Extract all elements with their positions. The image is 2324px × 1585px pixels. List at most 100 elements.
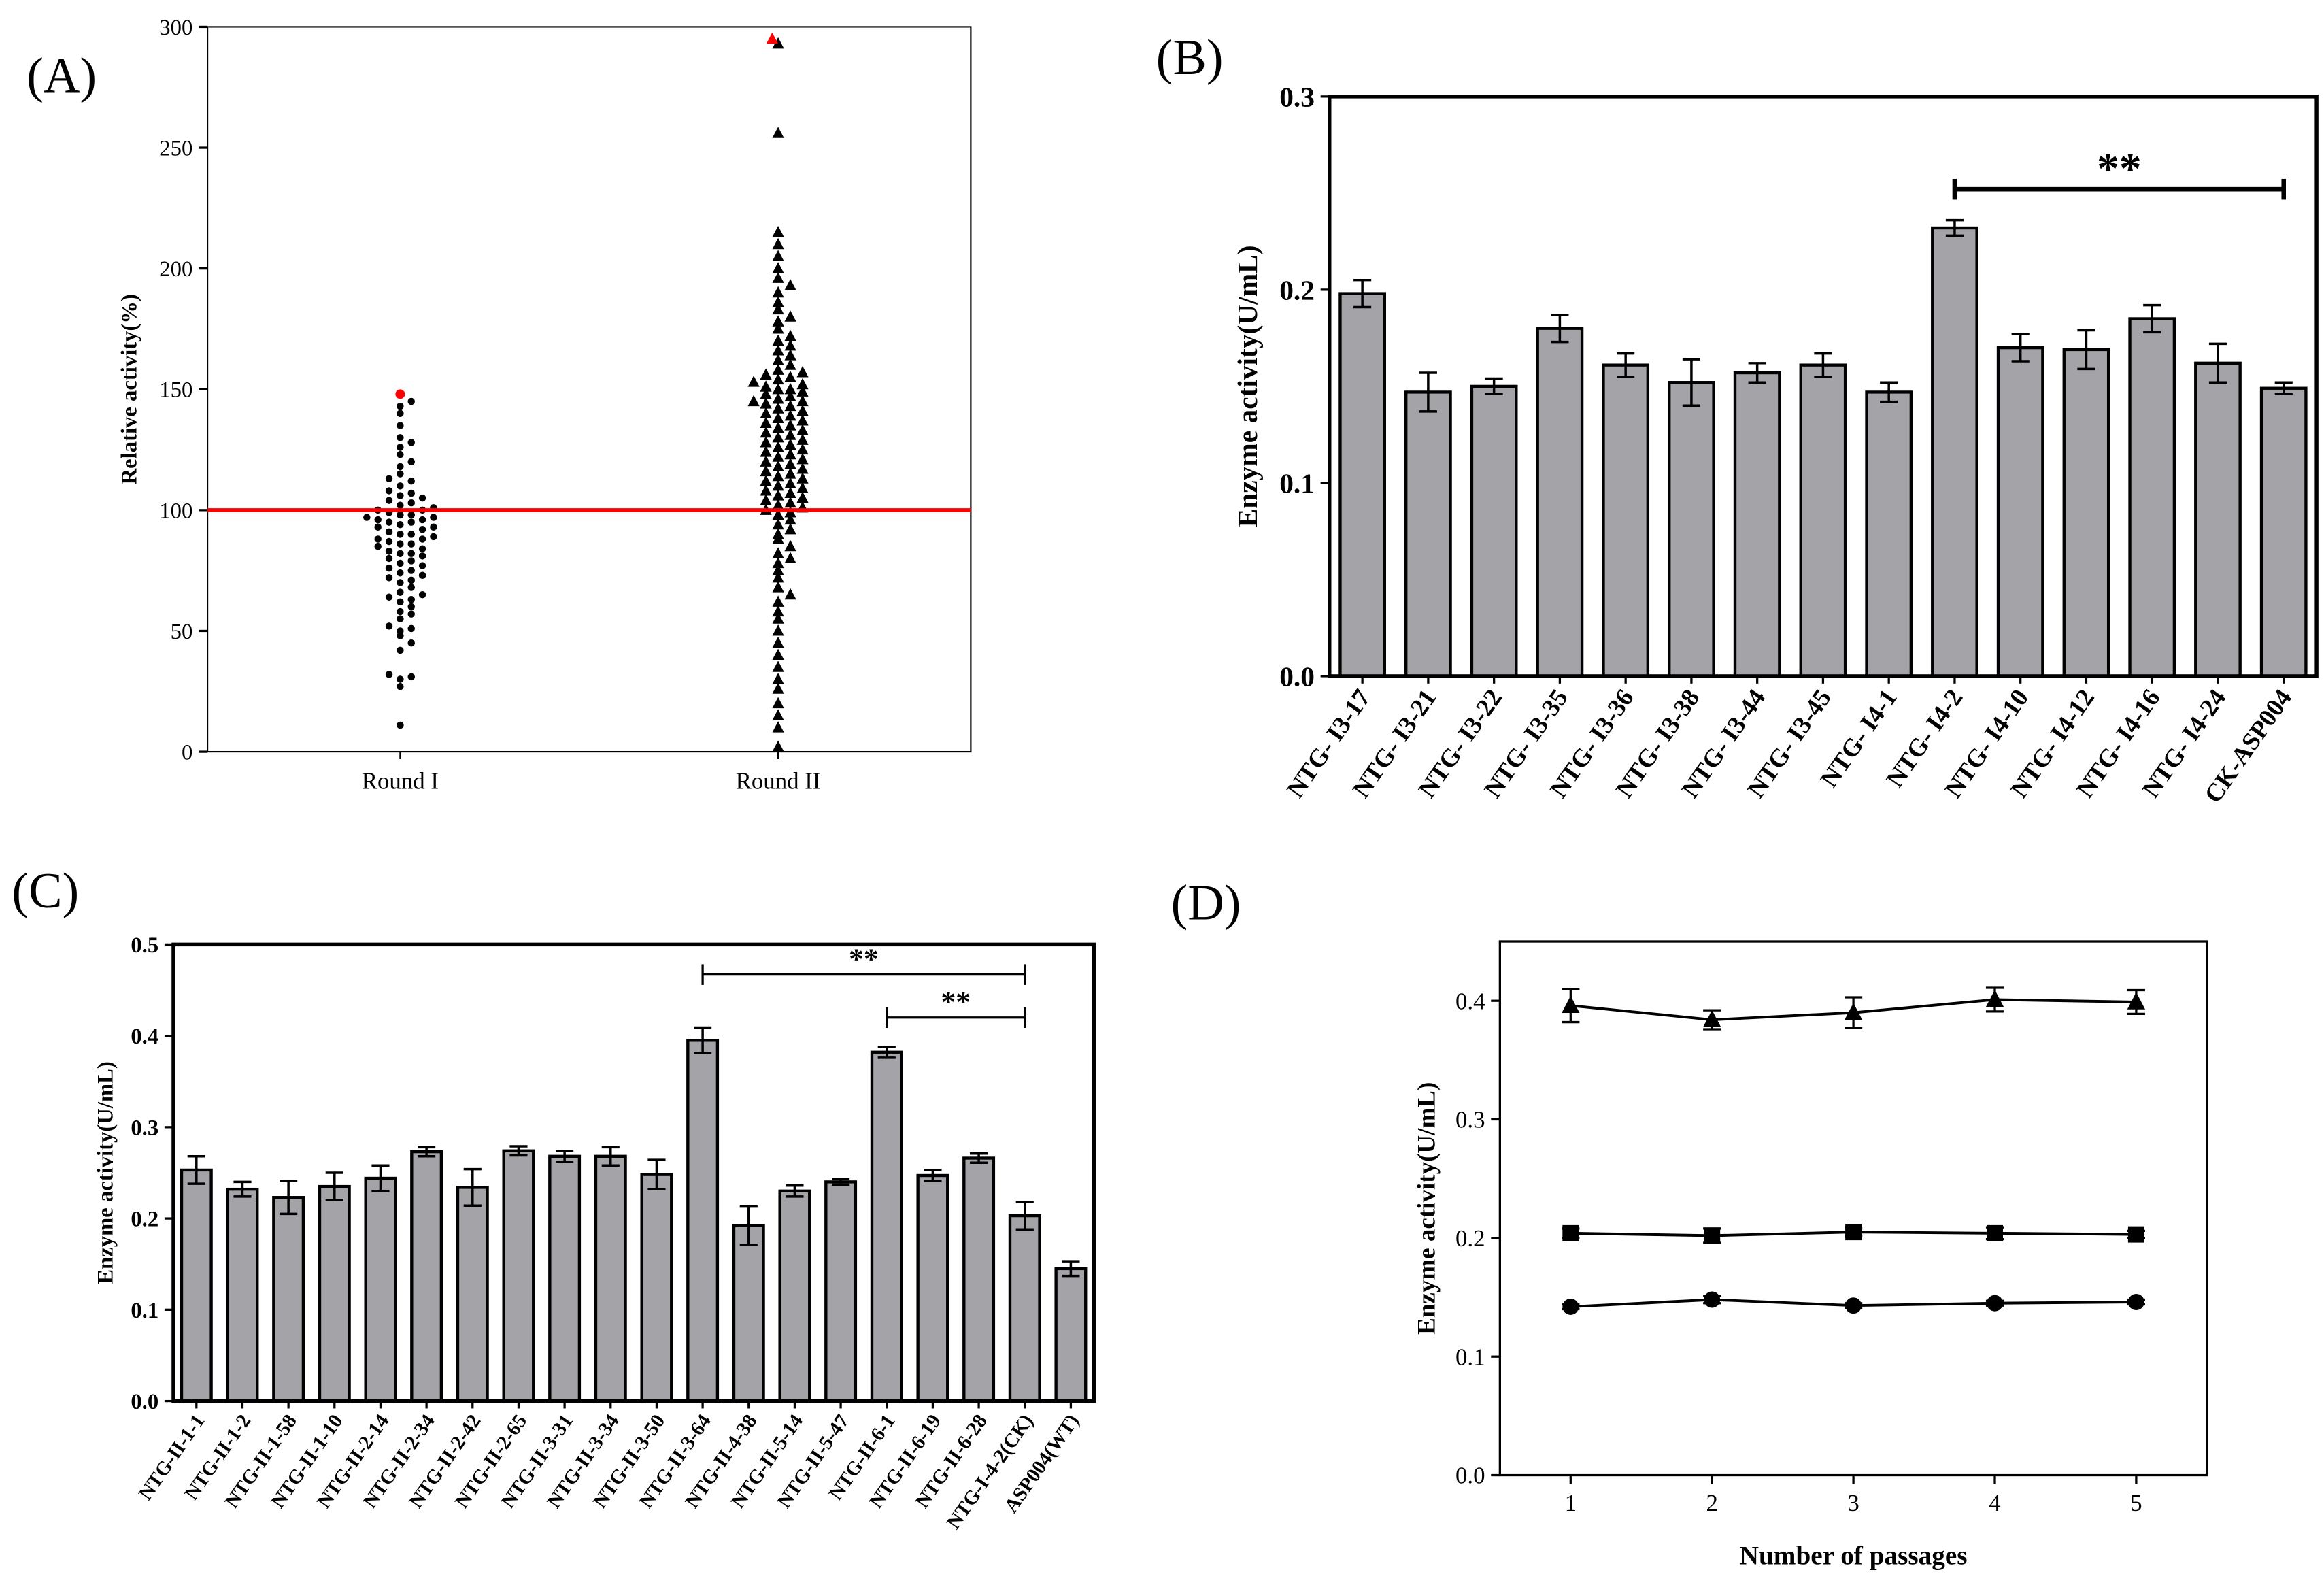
round1-point — [385, 564, 393, 572]
round1-point — [397, 434, 404, 441]
round2-point — [796, 365, 809, 378]
round2-point — [772, 469, 784, 482]
round2-point — [760, 494, 772, 505]
round1-point — [407, 576, 415, 584]
round2-point — [784, 522, 796, 535]
data-point-circle — [1562, 1298, 1579, 1315]
round2-point — [772, 648, 784, 661]
round2-point — [772, 431, 784, 443]
round1-point — [397, 463, 404, 471]
round2-point — [772, 250, 784, 261]
round1-point — [430, 514, 437, 521]
round2-point — [772, 334, 784, 346]
bar — [272, 1196, 305, 1403]
data-point-triangle — [2127, 992, 2146, 1010]
bar — [686, 1039, 720, 1403]
significance-label: ** — [849, 943, 879, 975]
bar — [1008, 1214, 1041, 1403]
round1-point — [385, 593, 393, 601]
round1-point — [407, 567, 415, 574]
data-point-triangle — [1985, 990, 2004, 1007]
panel-d-chart: 0.0 0.1 0.2 0.3 0.4 Enzyme activity(U/mL) 1 2 3 4… — [1413, 940, 2208, 1570]
y-tick-label: 0.2 — [1455, 1225, 1485, 1252]
x-axis-title: Number of passages — [1740, 1541, 1968, 1570]
round2-point — [772, 636, 784, 648]
y-axis-title: Enzyme activity(U/mL) — [94, 1061, 118, 1284]
round1-point — [397, 559, 404, 567]
x-tick-label: 3 — [1847, 1490, 1859, 1516]
round2-point — [760, 484, 772, 496]
round2-point — [772, 612, 784, 624]
x-tick-label: 4 — [1989, 1490, 2000, 1516]
bar — [2259, 386, 2308, 678]
round2-point — [784, 486, 796, 499]
data-point-triangle — [1703, 1010, 1721, 1027]
data-point-circle — [2127, 1294, 2144, 1310]
round1-point — [385, 487, 393, 495]
round2-point — [796, 395, 809, 407]
round1-point — [397, 511, 404, 519]
round2-point — [772, 237, 784, 250]
bar — [2128, 317, 2176, 678]
y-tick-label: 0 — [182, 741, 192, 765]
round1-point — [407, 499, 415, 507]
round2-point — [772, 412, 784, 423]
round2-point — [772, 421, 784, 433]
round2-point — [772, 450, 784, 462]
round1-point — [397, 501, 404, 509]
y-tick-label: 0.2 — [1279, 274, 1315, 305]
round2-point — [784, 390, 796, 401]
bar — [364, 1176, 397, 1403]
round1-point — [430, 523, 437, 531]
round2-point — [796, 433, 809, 445]
y-tick-label: 50 — [171, 620, 193, 644]
bar — [548, 1154, 582, 1403]
bar — [1733, 371, 1781, 678]
y-tick-label: 0.3 — [131, 1116, 158, 1140]
round2-point — [796, 463, 809, 474]
round2-point — [772, 581, 784, 593]
data-point-circle — [1845, 1297, 1862, 1314]
y-tick-label: 0.1 — [1279, 467, 1315, 499]
plot-frame — [1328, 95, 2319, 678]
panel-c-chart: NTG-II-1-1NTG-II-1-2NTG-II-1-58NTG-II-1-… — [94, 933, 1096, 1533]
y-tick-label: 0.3 — [1279, 81, 1315, 112]
round2-point — [772, 373, 784, 385]
round1-point — [385, 518, 393, 526]
round2-point — [772, 344, 784, 356]
round1-point — [407, 511, 415, 519]
round1-point — [397, 470, 404, 478]
panel-d-label: (D) — [1171, 875, 1241, 931]
round2-point — [772, 595, 784, 607]
round1-point — [397, 492, 404, 499]
round1-point — [397, 482, 404, 490]
round1-point — [407, 584, 415, 591]
round2-point — [796, 378, 809, 390]
round2-point — [772, 564, 784, 575]
round1-point — [397, 550, 404, 558]
round2-point — [784, 552, 796, 563]
round1-point — [397, 540, 404, 548]
round1-point — [407, 439, 415, 446]
data-point-triangle — [1844, 1003, 1863, 1020]
round2-point — [784, 496, 796, 508]
round1-point — [407, 610, 415, 618]
round2-point — [772, 354, 784, 365]
round1-point — [418, 545, 426, 552]
bar — [962, 1156, 996, 1403]
round1-point — [385, 475, 393, 482]
round2-point — [760, 407, 772, 418]
round1-point — [397, 444, 404, 451]
round2-point — [796, 452, 809, 465]
bar — [870, 1050, 903, 1403]
round2-point — [784, 358, 796, 370]
x-tick-label: 1 — [1565, 1490, 1577, 1516]
round2-point — [760, 435, 772, 448]
round2-point — [760, 397, 772, 409]
bar — [916, 1173, 949, 1403]
round2-point — [796, 482, 809, 493]
round2-point — [796, 404, 809, 416]
round2-point — [772, 402, 784, 414]
round2-point — [784, 513, 796, 525]
